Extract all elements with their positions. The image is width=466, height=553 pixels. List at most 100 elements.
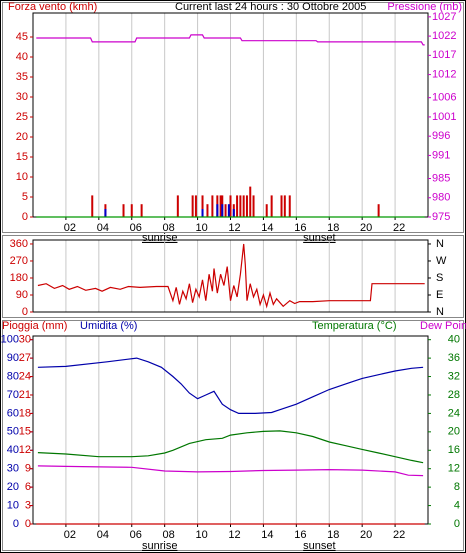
y-tick-label: 35: [16, 71, 28, 83]
bar: [227, 204, 230, 217]
y2-tick-label: 1006: [432, 92, 456, 104]
series-line: [37, 430, 424, 464]
y3-tick-label: 30: [19, 334, 31, 346]
y-tick-label: 360: [10, 238, 28, 250]
x-tick-label: 14: [261, 222, 273, 234]
bar: [377, 204, 380, 217]
bar: [216, 204, 219, 217]
x-tick-label: 10: [195, 529, 207, 541]
y-tick-label: 90: [16, 289, 28, 301]
y2-tick-label: 1001: [432, 111, 456, 123]
y3-tick-label: 6: [25, 481, 31, 493]
y3-tick-label: 18: [19, 407, 31, 419]
x-tick-label: 04: [97, 529, 109, 541]
y-tick-label: 0: [13, 518, 19, 530]
y-tick-label: 30: [7, 463, 19, 475]
y-tick-label: 0: [22, 306, 28, 318]
bar: [232, 209, 235, 217]
bar: [239, 195, 242, 217]
x-tick-label: 20: [360, 222, 372, 234]
y-tick-label: 25: [16, 111, 28, 123]
x-tick-label: 08: [163, 222, 175, 234]
bar: [194, 195, 197, 217]
plot-area: [32, 239, 429, 313]
bar: [201, 195, 204, 217]
y-tick-label: 50: [7, 426, 19, 438]
bar: [265, 204, 268, 217]
y-tick-label: 100: [1, 334, 19, 346]
x-tick-label: 18: [327, 529, 339, 541]
series-label: Pioggia (mm): [2, 320, 67, 332]
y-tick-label: 80: [7, 370, 19, 382]
y-tick-label: 0: [22, 211, 28, 223]
bar: [219, 195, 222, 217]
bar: [249, 186, 252, 217]
y2-tick-label: W: [436, 255, 447, 267]
y2-tick-label: 1012: [432, 68, 456, 80]
bar: [270, 195, 273, 217]
y2-tick-label: 8: [454, 481, 460, 493]
y-tick-label: 20: [16, 131, 28, 143]
annotation: sunset: [303, 540, 335, 552]
y2-tick-label: 4: [454, 499, 460, 511]
bar: [211, 195, 214, 217]
y3-tick-label: 27: [19, 352, 31, 364]
series-line: [36, 34, 425, 46]
series-label: Dew Point: [420, 320, 466, 332]
y-tick-label: 70: [7, 389, 19, 401]
bar: [283, 195, 286, 217]
y3-tick-label: 3: [25, 499, 31, 511]
annotation: sunset: [303, 232, 335, 244]
x-tick-label: 14: [261, 529, 273, 541]
y3-tick-label: 24: [19, 370, 31, 382]
x-tick-label: 22: [393, 529, 405, 541]
x-tick-label: 12: [228, 222, 240, 234]
y-tick-label: 45: [16, 31, 28, 43]
bar: [206, 204, 209, 217]
series-label: Umidita (%): [80, 320, 137, 332]
bar: [104, 209, 107, 217]
bar: [130, 204, 133, 217]
x-tick-label: 18: [327, 222, 339, 234]
series-line: [37, 243, 425, 309]
y-tick-label: 90: [7, 352, 19, 364]
bar: [221, 204, 224, 217]
y-tick-label: 60: [7, 407, 19, 419]
bar: [224, 204, 227, 217]
x-tick-label: 02: [64, 222, 76, 234]
y2-tick-label: 1027: [432, 11, 456, 23]
y-tick-label: 40: [16, 51, 28, 63]
bar: [242, 195, 245, 217]
x-tick-label: 02: [64, 529, 76, 541]
y3-tick-label: 0: [25, 518, 31, 530]
bar: [91, 195, 94, 217]
y2-tick-label: 28: [448, 389, 460, 401]
y3-tick-label: 9: [25, 463, 31, 475]
annotation: sunrise: [142, 540, 177, 552]
y-tick-label: 15: [16, 151, 28, 163]
x-tick-label: 16: [294, 529, 306, 541]
x-tick-label: 22: [393, 222, 405, 234]
series-label: Forza vento (kmh): [8, 1, 97, 13]
y-tick-label: 270: [10, 255, 28, 267]
y-tick-label: 180: [10, 272, 28, 284]
bar: [176, 195, 179, 217]
y2-tick-label: 980: [432, 192, 450, 204]
series-label: Temperatura (°C): [312, 320, 396, 332]
chart-title: Current last 24 hours : 30 Ottobre 2005: [175, 1, 366, 13]
y2-tick-label: 1022: [432, 30, 456, 42]
series-line: [37, 357, 424, 414]
y-tick-label: 5: [22, 191, 28, 203]
bar: [245, 195, 248, 217]
series-label: Pressione (mb): [387, 1, 462, 13]
y2-tick-label: 24: [448, 407, 460, 419]
y2-tick-label: 16: [448, 444, 460, 456]
y2-tick-label: 20: [448, 426, 460, 438]
y2-tick-label: 32: [448, 370, 460, 382]
panel-frame: [2, 2, 464, 233]
x-tick-label: 10: [195, 222, 207, 234]
x-tick-label: 16: [294, 222, 306, 234]
bar: [122, 204, 125, 217]
y2-tick-label: N: [436, 306, 444, 318]
